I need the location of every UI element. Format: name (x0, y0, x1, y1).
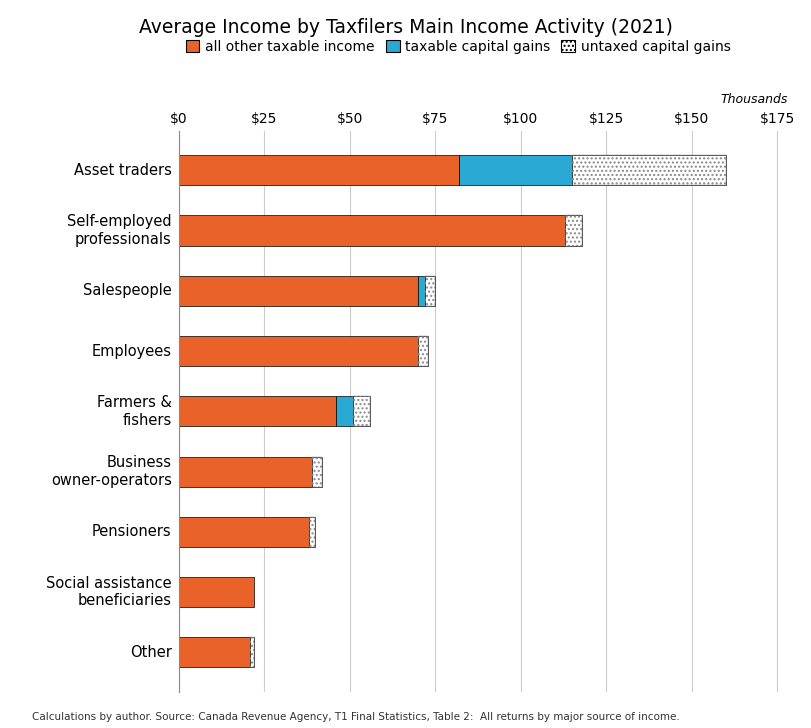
Bar (178, 396, 336, 427)
Text: Calculations by author. Source: Canada Revenue Agency, T1 Final Statistics, Tabl: Calculations by author. Source: Canada R… (32, 712, 680, 722)
Bar (564, 215, 581, 245)
Bar (424, 276, 435, 306)
Bar (418, 336, 428, 366)
Bar (178, 155, 459, 186)
Bar (178, 456, 311, 486)
Bar (424, 276, 435, 306)
Text: Thousands: Thousands (719, 92, 787, 106)
Bar (336, 396, 353, 427)
Bar (178, 276, 418, 306)
Bar (311, 456, 322, 486)
Legend: all other taxable income, taxable capital gains, untaxed capital gains: all other taxable income, taxable capita… (186, 40, 730, 54)
Bar (418, 276, 424, 306)
Bar (353, 396, 370, 427)
Bar (178, 577, 254, 607)
Bar (311, 456, 322, 486)
Bar (178, 517, 308, 547)
Bar (353, 396, 370, 427)
Bar (308, 517, 315, 547)
Bar (308, 517, 315, 547)
Bar (250, 637, 254, 668)
Bar (178, 215, 564, 245)
Bar (572, 155, 725, 186)
Bar (178, 637, 250, 668)
Bar (178, 336, 418, 366)
Bar (250, 637, 254, 668)
Text: Average Income by Taxfilers Main Income Activity (2021): Average Income by Taxfilers Main Income … (139, 18, 672, 37)
Bar (572, 155, 725, 186)
Bar (564, 215, 581, 245)
Bar (459, 155, 572, 186)
Bar (418, 336, 428, 366)
